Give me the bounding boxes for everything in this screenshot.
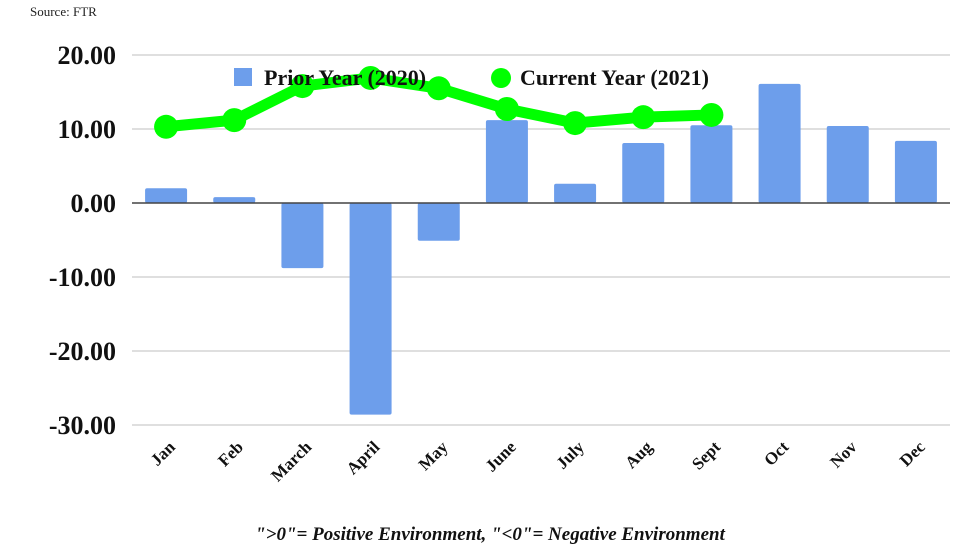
bar-may	[417, 203, 460, 241]
bar-oct	[758, 83, 801, 203]
y-tick-label: -10.00	[49, 263, 116, 292]
gridlines	[132, 54, 950, 426]
bar-sept	[690, 125, 733, 203]
line-series	[154, 65, 724, 139]
bar-july	[554, 183, 597, 203]
x-tick-label: May	[415, 437, 452, 474]
point-aug	[631, 105, 656, 130]
bar-aug	[622, 143, 665, 203]
x-tick-label: April	[343, 437, 384, 478]
bar-nov	[826, 126, 869, 203]
y-tick-label: 20.00	[58, 41, 117, 70]
legend: Prior Year (2020) Current Year (2021)	[234, 65, 709, 90]
point-jan	[154, 114, 179, 139]
x-tick-label: July	[552, 437, 588, 473]
point-may	[426, 76, 451, 101]
point-april	[358, 65, 383, 90]
bar-dec	[894, 140, 937, 203]
legend-marker-current-year	[491, 68, 511, 88]
source-note: Source: FTR	[30, 4, 97, 19]
x-tick-label: March	[267, 437, 315, 485]
y-tick-label: 10.00	[58, 115, 117, 144]
point-march	[290, 74, 315, 99]
bar-june	[485, 120, 528, 203]
bar-series	[145, 83, 937, 415]
point-sept	[699, 102, 724, 127]
x-tick-label: Sept	[688, 437, 724, 473]
point-june	[494, 97, 519, 122]
bar-march	[281, 203, 324, 269]
x-tick-label: Feb	[214, 437, 247, 470]
x-tick-label: Nov	[826, 437, 860, 471]
footnote: ">0"= Positive Environment, "<0"= Negati…	[255, 524, 725, 545]
legend-swatch-prior-year	[234, 68, 252, 86]
y-tick-label: -30.00	[49, 411, 116, 440]
y-tick-label: 0.00	[71, 189, 117, 218]
x-tick-label: Oct	[760, 437, 792, 469]
legend-label-prior-year: Prior Year (2020)	[264, 65, 426, 90]
x-axis-ticks: Jan Feb March April May June July Aug Sept Oct Nov…	[147, 437, 929, 485]
bar-feb	[213, 197, 256, 203]
y-tick-label: -20.00	[49, 337, 116, 366]
point-july	[563, 111, 588, 136]
x-tick-label: Jan	[147, 437, 180, 470]
legend-label-current-year: Current Year (2021)	[520, 65, 709, 90]
point-feb	[222, 108, 247, 133]
x-tick-label: June	[482, 437, 520, 475]
chart: 20.00 10.00 0.00 -10.00 -20.00 -30.00 Jan Feb M…	[49, 41, 950, 485]
bar-jan	[145, 188, 188, 203]
bar-april	[349, 203, 392, 415]
x-tick-label: Dec	[896, 437, 929, 470]
x-tick-label: Aug	[621, 437, 656, 472]
y-axis-ticks: 20.00 10.00 0.00 -10.00 -20.00 -30.00	[49, 41, 116, 440]
